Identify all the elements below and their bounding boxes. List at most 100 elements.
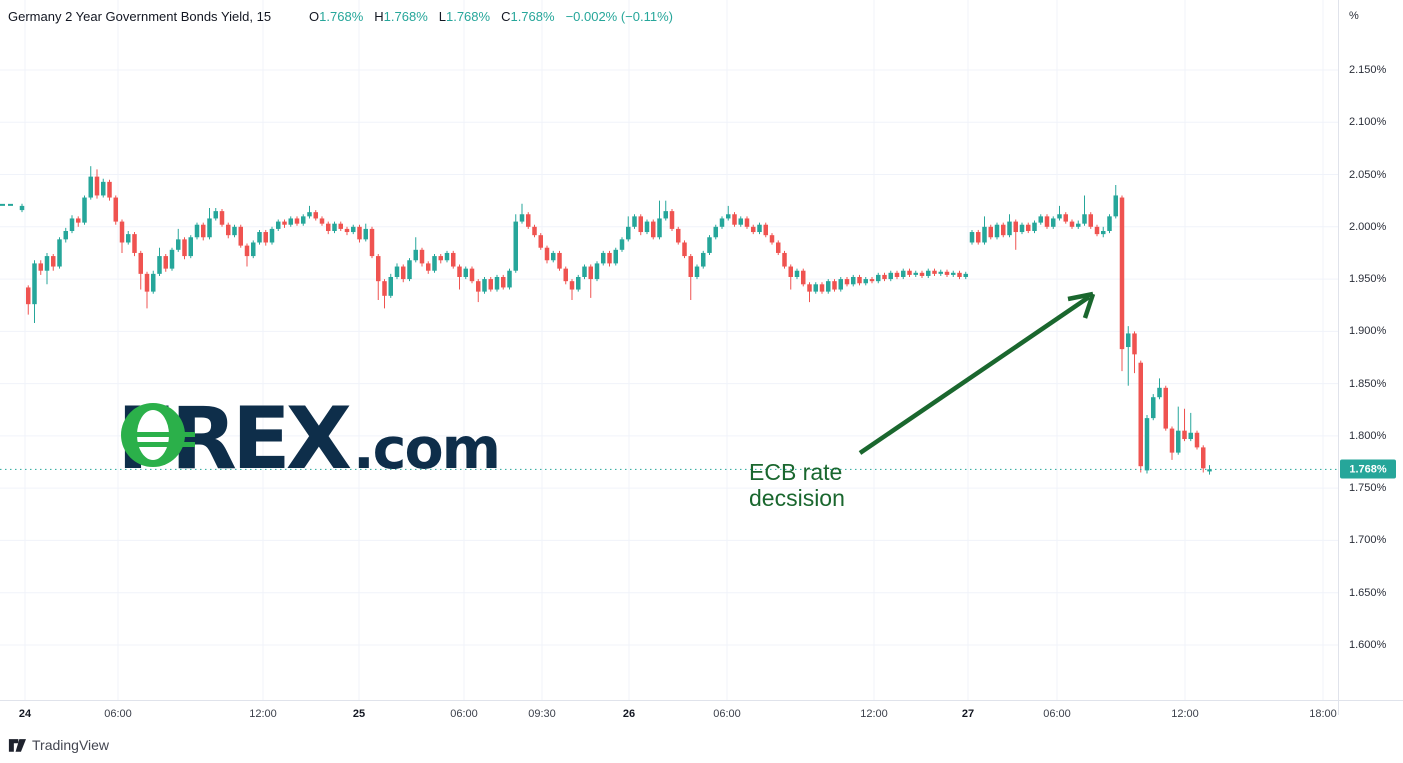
candle-body <box>644 221 650 233</box>
candle-body <box>707 237 712 253</box>
candle-body <box>807 284 812 292</box>
candle-body <box>801 270 806 285</box>
candle-body <box>232 226 237 236</box>
candle-body <box>907 270 912 275</box>
candle-body <box>932 270 937 274</box>
candle-body <box>994 224 1000 238</box>
candle-body <box>69 218 75 231</box>
candle-body <box>1051 218 1056 227</box>
time-scale[interactable]: 24 06:00 12:00 25 06:00 09:30 26 06:00 12:00 27 06… <box>0 700 1403 731</box>
candle-body <box>263 232 268 243</box>
candle-body <box>1001 224 1006 236</box>
candle-body <box>163 256 168 269</box>
candle-body <box>951 272 956 275</box>
candle-body <box>326 223 331 231</box>
candle-body <box>451 252 456 267</box>
price-scale[interactable]: % 1.768% 2.150% 2.100% 2.050% 2.000% 1.950% 1… <box>1338 0 1403 700</box>
candle-body <box>494 276 500 290</box>
candle-body <box>663 211 668 219</box>
candle-body <box>526 214 531 227</box>
price-chart-pane[interactable]: F REX .com ECB rate decsision Germany 2 … <box>0 0 1338 700</box>
candle-body <box>763 224 768 236</box>
candle-body <box>963 273 968 277</box>
candle-body <box>1038 216 1043 223</box>
price-axis-label: 1.750% <box>1349 482 1387 495</box>
price-axis-label: 1.600% <box>1349 638 1387 651</box>
candle-body <box>944 271 950 275</box>
time-axis-label: 12:00 <box>860 708 888 720</box>
candle-body <box>438 256 443 261</box>
candle-body <box>307 212 312 217</box>
time-axis-label: 18:00 <box>1309 708 1337 720</box>
candle-body <box>351 226 356 233</box>
candle-body <box>463 268 468 277</box>
candle-body <box>813 284 818 292</box>
candle-body <box>113 197 118 222</box>
candle-body <box>576 276 581 290</box>
candle-body <box>938 271 943 274</box>
candle-body <box>1013 221 1018 233</box>
candle-body <box>732 214 737 225</box>
candle-body <box>1119 197 1125 350</box>
price-axis-label: 1.700% <box>1349 534 1387 547</box>
candle-body <box>144 273 150 292</box>
candle-body <box>507 270 512 288</box>
time-axis-label: 09:30 <box>528 708 556 720</box>
candle-body <box>1019 224 1025 233</box>
tradingview-attribution[interactable]: TradingView <box>8 737 109 753</box>
candle-body <box>1101 230 1106 235</box>
candle-body <box>63 230 68 240</box>
candle-body <box>901 270 906 277</box>
candle-body <box>557 252 562 269</box>
candle-body <box>1138 362 1143 467</box>
price-axis-label: 2.000% <box>1349 220 1387 233</box>
candle-body <box>363 228 368 240</box>
candle-body <box>594 263 600 280</box>
candle-body <box>338 223 343 229</box>
candle-body <box>376 256 381 282</box>
candle-body <box>369 228 375 257</box>
candle-body <box>863 279 868 284</box>
candle-body <box>651 221 656 238</box>
candle-body <box>969 232 975 243</box>
candle-body <box>757 224 762 233</box>
annotation-arrow-shaft <box>858 295 1091 455</box>
annotation-arrow-head <box>1082 293 1096 319</box>
candle-body <box>1107 216 1112 231</box>
candle-body <box>276 221 281 229</box>
candle-body <box>826 281 831 292</box>
candle-body <box>513 221 518 271</box>
candle-body <box>388 276 393 296</box>
candle-body <box>1157 387 1162 398</box>
candle-body <box>1188 432 1193 440</box>
price-axis-label: 1.900% <box>1349 325 1387 338</box>
candle-body <box>1169 428 1175 453</box>
candle-body <box>407 260 412 280</box>
candle-body <box>926 270 931 276</box>
candle-body <box>626 226 631 240</box>
candle-body <box>188 237 193 257</box>
legend-close: C1.768% <box>501 9 555 24</box>
time-axis-label: 06:00 <box>713 708 741 720</box>
tradingview-logo-icon <box>8 739 26 752</box>
price-axis-label: 2.050% <box>1349 168 1387 181</box>
candle-body <box>344 228 350 233</box>
candle-body <box>288 218 293 225</box>
candle-body <box>1151 397 1156 419</box>
candle-body <box>919 272 925 276</box>
candle-body <box>657 218 662 238</box>
candle-body <box>82 197 87 223</box>
candle-body <box>794 270 800 277</box>
symbol-legend: Germany 2 Year Government Bonds Yield, 1… <box>8 9 673 24</box>
candle-body <box>201 224 206 238</box>
candle-body <box>982 226 987 243</box>
candle-body <box>226 224 231 236</box>
candle-body <box>632 216 637 227</box>
legend-high: H1.768% <box>374 9 428 24</box>
candlestick-chart[interactable] <box>0 0 1338 700</box>
candle-body <box>157 256 162 274</box>
time-axis-label: 06:00 <box>104 708 132 720</box>
candle-body <box>569 281 575 290</box>
candle-body <box>469 268 475 282</box>
candle-body <box>776 242 781 253</box>
